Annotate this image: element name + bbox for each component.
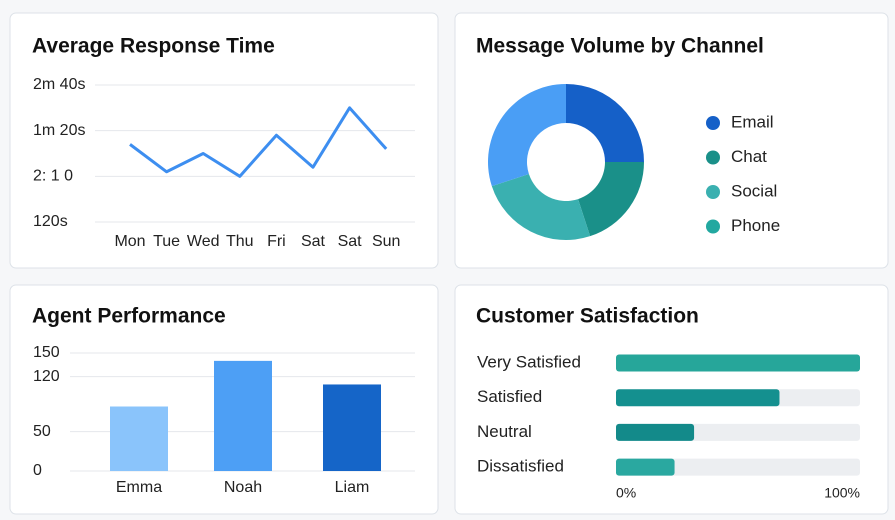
y-tick-label: Very Satisfied	[477, 352, 581, 371]
bar	[110, 406, 168, 471]
legend-label: Chat	[731, 147, 767, 166]
bar	[214, 360, 272, 471]
legend-marker	[706, 150, 720, 165]
bar	[323, 384, 381, 471]
donut-slice	[566, 84, 644, 162]
bar	[616, 423, 695, 441]
y-tick-label: 2: 1 0	[33, 168, 73, 185]
donut-slice	[578, 162, 644, 237]
x-tick-label: Mon	[114, 233, 145, 250]
y-tick-label: 1m 20s	[33, 122, 85, 139]
legend-label: Email	[731, 112, 774, 131]
bar	[616, 458, 675, 476]
x-tick-label: Sat	[301, 233, 326, 250]
y-tick-label: Satisfied	[477, 387, 542, 406]
legend-marker	[706, 185, 720, 199]
card	[9, 12, 439, 269]
legend-label: Phone	[731, 216, 780, 235]
x-tick-label: Sun	[372, 233, 400, 250]
y-tick-label: 2m 40s	[33, 76, 85, 93]
bar	[616, 354, 860, 372]
x-tick-label: Sat	[338, 233, 363, 250]
y-tick-label: Dissatisfied	[477, 457, 564, 476]
chart-title: Average Response Time	[32, 35, 275, 58]
chart-title: Agent Performance	[32, 305, 226, 328]
x-tick-label: 100%	[824, 485, 860, 501]
bar-track	[616, 458, 860, 476]
x-tick-label: Liam	[335, 479, 370, 496]
chart-title: Customer Satisfaction	[476, 305, 699, 328]
line	[129, 106, 388, 178]
x-tick-label: Thu	[226, 233, 254, 250]
legend-label: Social	[731, 181, 777, 200]
y-tick-label: 150	[33, 344, 60, 361]
legend-marker	[706, 219, 720, 234]
y-tick-label: 120	[33, 368, 60, 385]
y-tick-label: 50	[33, 423, 51, 440]
x-tick-label: Wed	[187, 233, 220, 250]
donut-slice	[491, 174, 591, 240]
y-tick-label: 0	[33, 462, 42, 479]
x-tick-label: Emma	[116, 479, 162, 496]
x-tick-label: Noah	[224, 479, 262, 496]
x-tick-label: 0%	[616, 485, 636, 501]
x-tick-label: Tue	[153, 233, 180, 250]
chart-title: Message Volume by Channel	[476, 35, 764, 58]
x-tick-label: Fri	[267, 233, 286, 250]
legend-marker	[706, 116, 720, 130]
bar	[616, 389, 780, 407]
y-tick-label: Neutral	[477, 422, 532, 441]
donut-slice	[488, 84, 566, 187]
y-tick-label: 120s	[33, 213, 68, 230]
